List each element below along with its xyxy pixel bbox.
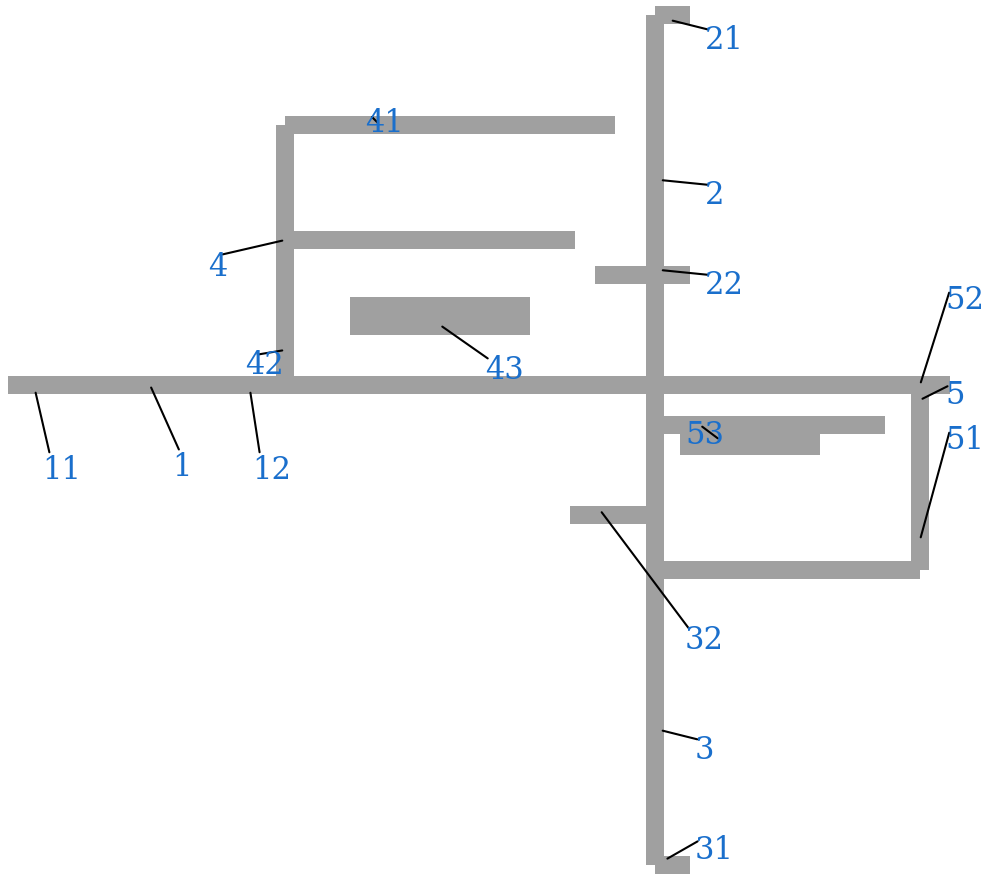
Bar [655,561,920,579]
Bar [646,385,664,865]
Bar [911,385,929,570]
Text: 5: 5 [945,380,964,411]
Text: 41: 41 [365,108,404,139]
Text: 21: 21 [705,25,744,56]
Bar [655,376,920,394]
Text: 12: 12 [252,455,291,486]
Text: 2: 2 [705,180,724,211]
Text: 32: 32 [685,625,724,656]
Bar [680,417,820,455]
Bar [285,376,615,394]
Text: 42: 42 [245,350,284,381]
Bar [655,856,690,874]
Bar [655,6,690,24]
Text: 31: 31 [695,835,734,866]
Text: 53: 53 [685,420,724,451]
Text: 4: 4 [208,252,227,283]
Bar [570,506,655,524]
Text: 52: 52 [945,285,984,316]
Text: 1: 1 [172,452,192,483]
Text: 11: 11 [42,455,81,486]
Text: 43: 43 [485,355,524,386]
Text: 51: 51 [945,425,984,456]
Bar [646,15,664,385]
Bar [276,125,294,385]
Bar [595,266,690,284]
Text: 22: 22 [705,270,744,301]
Bar [8,376,75,394]
Bar [655,416,885,434]
Bar [30,376,950,394]
Bar [350,297,530,335]
Bar [285,116,615,134]
Text: 3: 3 [695,735,714,766]
Bar [285,231,575,249]
